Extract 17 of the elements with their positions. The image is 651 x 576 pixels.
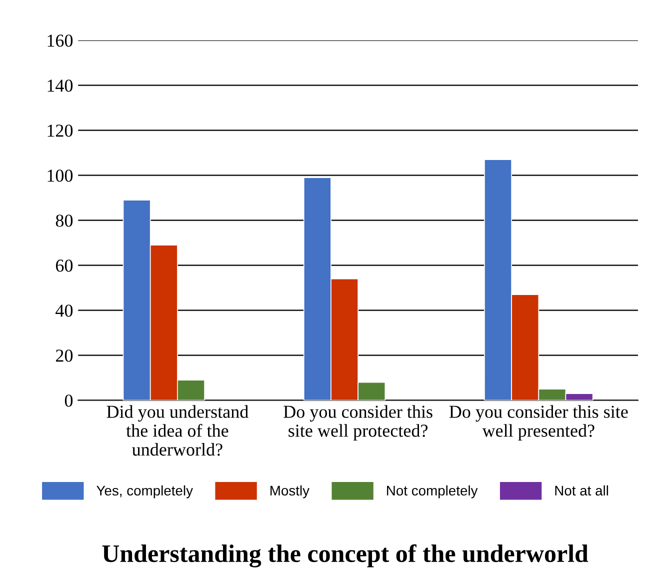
legend-label: Not completely [387,485,478,498]
y-tick-label: 20 [56,350,73,362]
legend-label: Not at all [555,485,608,496]
y-tick-label: 80 [56,214,73,227]
x-tick-label: Do you consider this site well presented? [449,405,628,440]
x-tick-label: Do you consider this site well protected? [284,405,432,440]
y-tick-label: 0 [64,394,73,407]
x-tick-label: Did you understand the idea of the underworld? [106,405,248,456]
y-tick-label: 120 [48,124,73,137]
y-tick-label: 60 [56,260,73,272]
y-tick-label: 160 [48,34,73,47]
legend-label: Yes, completely [96,485,193,498]
y-tick-label: 140 [48,80,73,92]
text: Understanding the concept of the underworld [102,544,588,568]
y-tick-label: 100 [48,170,73,182]
legend-label: Mostly [270,485,310,498]
y-tick-label: 40 [56,304,73,317]
